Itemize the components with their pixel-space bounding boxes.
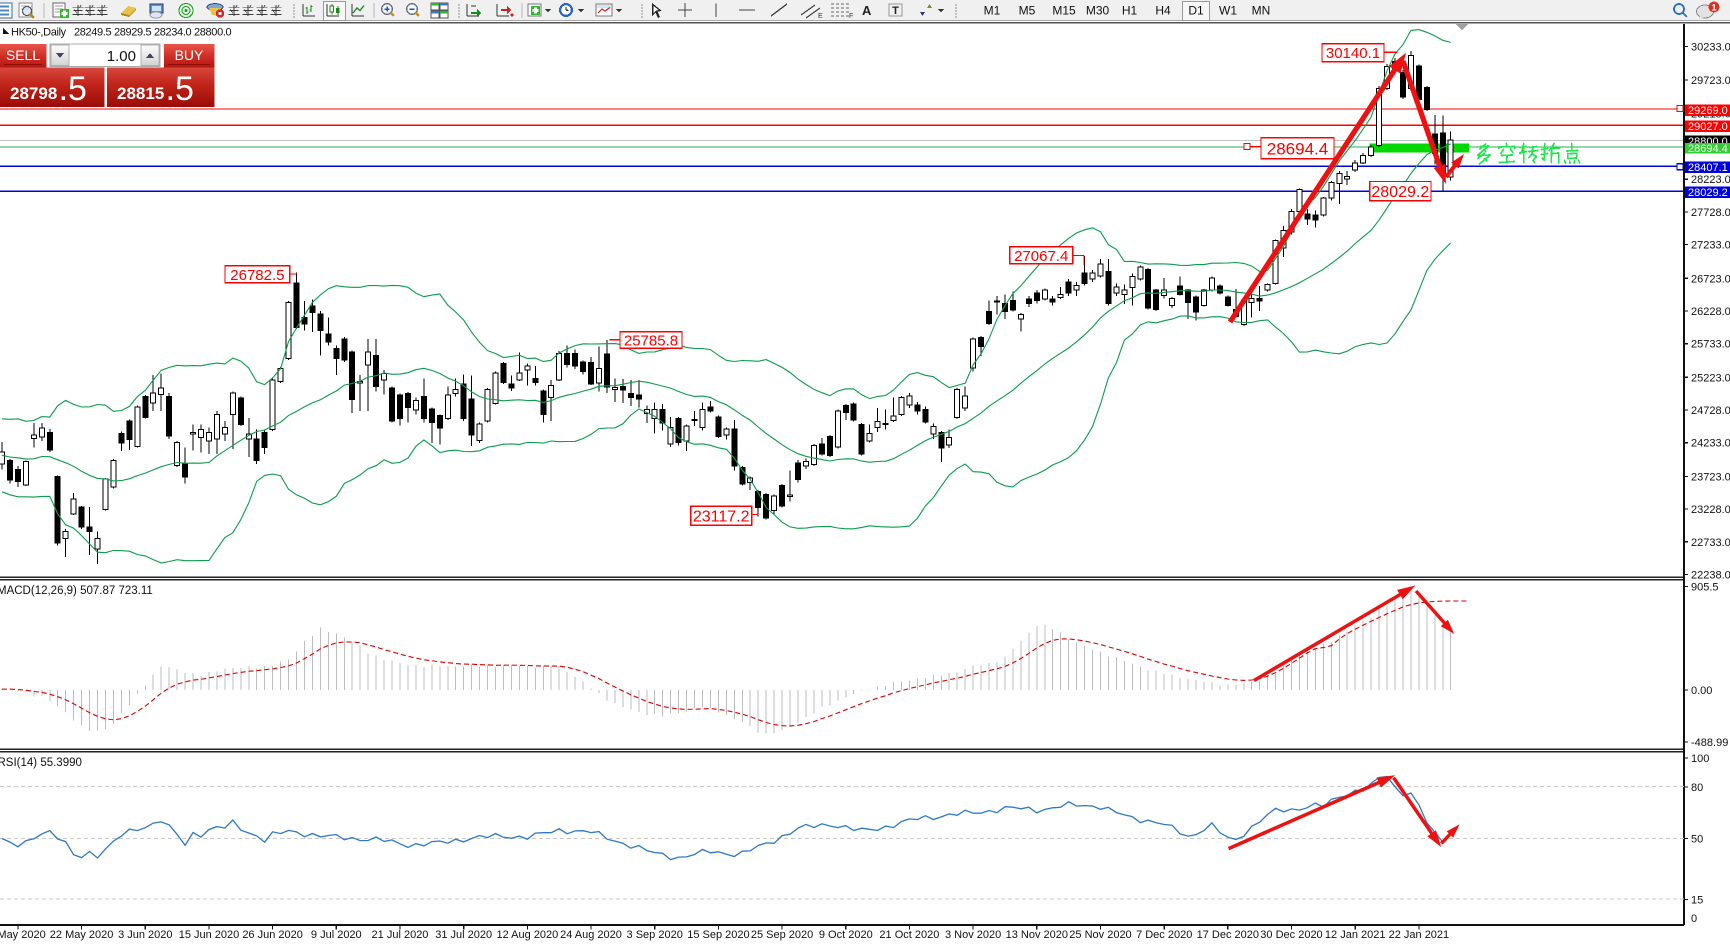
svg-text:M30: M30 bbox=[1086, 4, 1110, 18]
svg-text:3 Sep 2020: 3 Sep 2020 bbox=[627, 929, 683, 941]
svg-text:RSI(14) 55.3990: RSI(14) 55.3990 bbox=[0, 757, 82, 769]
svg-text:27067.4: 27067.4 bbox=[1014, 248, 1068, 265]
svg-text:5: 5 bbox=[175, 70, 194, 108]
svg-text:0: 0 bbox=[1691, 913, 1697, 925]
svg-text:25223.0: 25223.0 bbox=[1691, 372, 1730, 384]
svg-text:50: 50 bbox=[1691, 834, 1703, 846]
svg-text:H1: H1 bbox=[1122, 4, 1138, 18]
svg-text:9 Oct 2020: 9 Oct 2020 bbox=[819, 929, 873, 941]
svg-text:13 Nov 2020: 13 Nov 2020 bbox=[1006, 929, 1068, 941]
svg-text:T: T bbox=[892, 5, 899, 17]
svg-text:29027.0: 29027.0 bbox=[1688, 121, 1728, 133]
svg-text:30233.0: 30233.0 bbox=[1691, 41, 1730, 53]
svg-text:15 Jun 2020: 15 Jun 2020 bbox=[179, 929, 240, 941]
svg-text:12 Jan 2021: 12 Jan 2021 bbox=[1325, 929, 1386, 941]
svg-text:D1: D1 bbox=[1188, 4, 1204, 18]
svg-text:25733.0: 25733.0 bbox=[1691, 339, 1730, 351]
svg-text:1: 1 bbox=[1711, 3, 1716, 13]
svg-text:28694.4: 28694.4 bbox=[1267, 139, 1328, 158]
svg-text:25785.8: 25785.8 bbox=[624, 332, 678, 349]
svg-text:15 Sep 2020: 15 Sep 2020 bbox=[687, 929, 749, 941]
svg-text:28407.1: 28407.1 bbox=[1688, 162, 1728, 174]
svg-text:26782.5: 26782.5 bbox=[230, 267, 284, 284]
svg-text:21 Oct 2020: 21 Oct 2020 bbox=[879, 929, 939, 941]
svg-text:22238.0: 22238.0 bbox=[1691, 570, 1730, 582]
svg-text:15: 15 bbox=[1691, 895, 1703, 907]
svg-text:26 Jun 2020: 26 Jun 2020 bbox=[242, 929, 303, 941]
svg-text:MN: MN bbox=[1252, 4, 1271, 18]
svg-text:.: . bbox=[60, 79, 67, 106]
svg-text:HK50-,Daily 28249.5 28929.5: HK50-,Daily 28249.5 28929.5 28234.0 2880… bbox=[11, 27, 232, 39]
svg-text:F: F bbox=[849, 13, 853, 20]
svg-text:3 Nov 2020: 3 Nov 2020 bbox=[945, 929, 1001, 941]
svg-text:W1: W1 bbox=[1219, 4, 1237, 18]
svg-text:21 Jul 2020: 21 Jul 2020 bbox=[372, 929, 429, 941]
svg-text:28798: 28798 bbox=[10, 84, 57, 103]
svg-text:M5: M5 bbox=[1019, 4, 1036, 18]
svg-text:30140.1: 30140.1 bbox=[1326, 45, 1380, 62]
svg-text:12 Aug 2020: 12 Aug 2020 bbox=[497, 929, 559, 941]
svg-text:22 May 2020: 22 May 2020 bbox=[50, 929, 114, 941]
svg-text:0.00: 0.00 bbox=[1691, 685, 1712, 697]
svg-text:-488.99: -488.99 bbox=[1691, 737, 1728, 749]
svg-text:23117.2: 23117.2 bbox=[693, 509, 750, 526]
svg-text:25 Sep 2020: 25 Sep 2020 bbox=[751, 929, 813, 941]
svg-text:E: E bbox=[818, 13, 823, 20]
svg-text:H4: H4 bbox=[1155, 4, 1171, 18]
svg-text:17 Dec 2020: 17 Dec 2020 bbox=[1197, 929, 1259, 941]
svg-text:5: 5 bbox=[68, 70, 87, 108]
svg-text:M1: M1 bbox=[984, 4, 1001, 18]
svg-text:26228.0: 26228.0 bbox=[1691, 306, 1730, 318]
svg-text:BUY: BUY bbox=[175, 47, 204, 63]
svg-text:28223.0: 28223.0 bbox=[1691, 174, 1730, 186]
svg-text:SELL: SELL bbox=[6, 47, 40, 63]
svg-text:24 Aug 2020: 24 Aug 2020 bbox=[560, 929, 622, 941]
svg-text:M15: M15 bbox=[1052, 4, 1076, 18]
svg-text:30 Dec 2020: 30 Dec 2020 bbox=[1260, 929, 1322, 941]
svg-text:A: A bbox=[862, 3, 872, 18]
svg-text:7 Dec 2020: 7 Dec 2020 bbox=[1136, 929, 1192, 941]
svg-text:28815: 28815 bbox=[117, 84, 164, 103]
svg-text:12 May 2020: 12 May 2020 bbox=[0, 929, 46, 941]
svg-text:80: 80 bbox=[1691, 782, 1703, 794]
svg-text:905.5: 905.5 bbox=[1691, 582, 1719, 594]
svg-text:25 Nov 2020: 25 Nov 2020 bbox=[1069, 929, 1131, 941]
svg-text:MACD(12,26,9) 507.87 723.11: MACD(12,26,9) 507.87 723.11 bbox=[0, 585, 153, 597]
svg-text:27728.0: 27728.0 bbox=[1691, 207, 1730, 219]
svg-text:28029.2: 28029.2 bbox=[1371, 184, 1429, 201]
svg-text:27233.0: 27233.0 bbox=[1691, 240, 1730, 252]
svg-text:.: . bbox=[167, 79, 174, 106]
svg-text:31 Jul 2020: 31 Jul 2020 bbox=[435, 929, 492, 941]
svg-text:26723.0: 26723.0 bbox=[1691, 273, 1730, 285]
svg-text:29723.0: 29723.0 bbox=[1691, 75, 1730, 87]
svg-text:3 Jun 2020: 3 Jun 2020 bbox=[118, 929, 172, 941]
svg-text:9 Jul 2020: 9 Jul 2020 bbox=[311, 929, 362, 941]
svg-text:29269.0: 29269.0 bbox=[1688, 105, 1728, 117]
svg-text:22733.0: 22733.0 bbox=[1691, 537, 1730, 549]
svg-text:100: 100 bbox=[1691, 753, 1709, 765]
svg-text:24233.0: 24233.0 bbox=[1691, 438, 1730, 450]
svg-text:28694.4: 28694.4 bbox=[1688, 143, 1728, 155]
svg-text:23228.0: 23228.0 bbox=[1691, 504, 1730, 516]
svg-text:1.00: 1.00 bbox=[107, 48, 136, 65]
svg-text:24728.0: 24728.0 bbox=[1691, 405, 1730, 417]
svg-text:22 Jan 2021: 22 Jan 2021 bbox=[1389, 929, 1450, 941]
svg-text:23723.0: 23723.0 bbox=[1691, 471, 1730, 483]
svg-text:28029.2: 28029.2 bbox=[1688, 187, 1728, 199]
